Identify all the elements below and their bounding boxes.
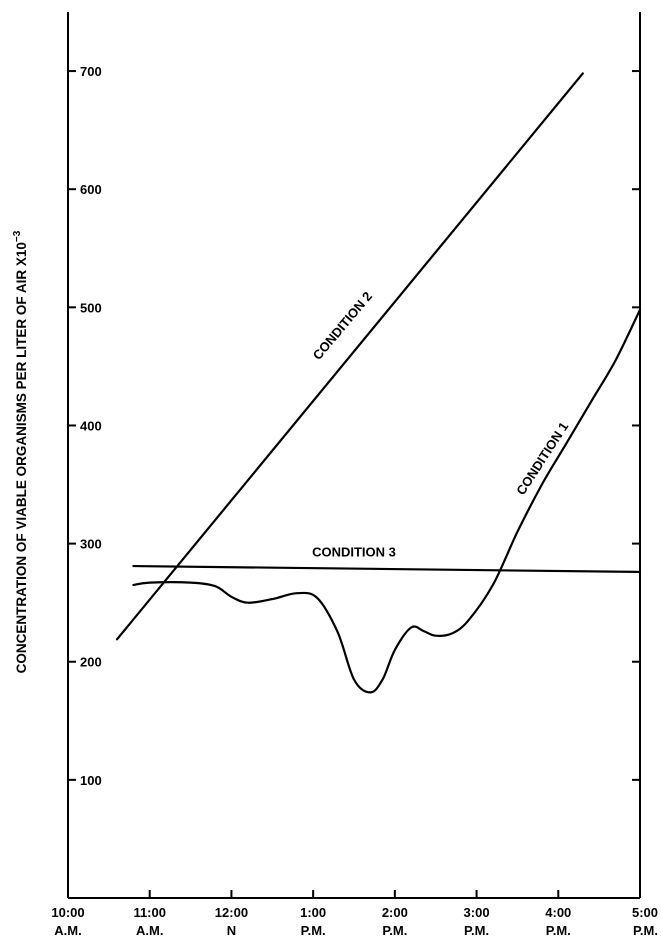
x-tick-label-period: P.M. <box>633 923 658 938</box>
x-tick-label-time: 5:00 <box>632 905 658 920</box>
x-tick-label-period: P.M. <box>301 923 326 938</box>
x-tick-label-period: P.M. <box>382 923 407 938</box>
series-lines <box>115 72 642 694</box>
x-tick-label-period: A.M. <box>54 923 81 938</box>
x-tick-label-time: 3:00 <box>464 905 490 920</box>
plot-frame <box>67 12 641 899</box>
x-tick-label-time: 4:00 <box>545 905 571 920</box>
x-tick-label-time: 1:00 <box>300 905 326 920</box>
x-tick-label-time: 2:00 <box>382 905 408 920</box>
y-tick-label: 700 <box>80 64 102 79</box>
x-tick-label-period: P.M. <box>464 923 489 938</box>
x-tick-label-time: 12:00 <box>215 905 248 920</box>
series-line-condition-2 <box>115 72 584 641</box>
y-axis-ticks: 100 200 300 400 500 600 700 <box>68 64 640 788</box>
y-tick-label: 200 <box>80 655 102 670</box>
x-tick-label-period: N <box>227 923 236 938</box>
y-tick-label: 600 <box>80 182 102 197</box>
y-axis-title-exponent: −3 <box>12 230 23 242</box>
y-tick-label: 500 <box>80 300 102 315</box>
y-tick-label: 300 <box>80 537 102 552</box>
y-tick-label: 100 <box>80 773 102 788</box>
x-tick-label-time: 11:00 <box>133 905 166 920</box>
series-line-condition-1 <box>132 308 642 694</box>
series-label-condition-3: CONDITION 3 <box>312 545 396 560</box>
y-axis-title-text: CONCENTRATION OF VIABLE ORGANISMS PER LI… <box>14 242 29 673</box>
x-axis-ticks: 10:00 A.M. 11:00 A.M. 12:00 N 1:00 P.M. 2:00 P.M.… <box>51 890 658 938</box>
series-label-condition-2: CONDITION 2 <box>310 289 375 363</box>
x-tick-label-time: 10:00 <box>51 905 84 920</box>
y-tick-label: 400 <box>80 418 102 433</box>
y-axis-title: CONCENTRATION OF VIABLE ORGANISMS PER LI… <box>12 230 29 673</box>
x-tick-label-period: A.M. <box>136 923 163 938</box>
series-line-condition-3 <box>132 564 642 574</box>
x-tick-label-period: P.M. <box>546 923 571 938</box>
